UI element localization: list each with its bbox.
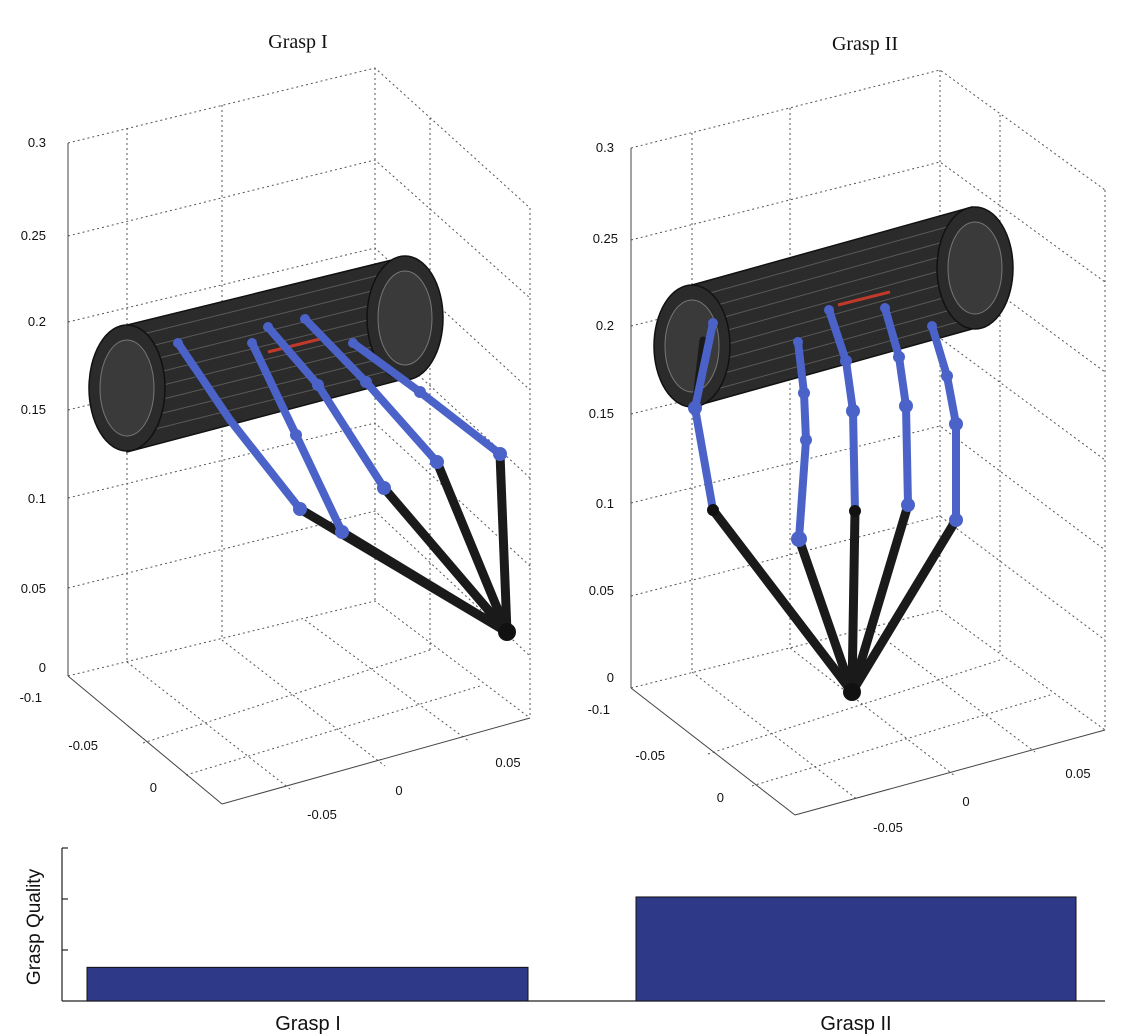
x-tick-label: 0.05 [1065,766,1090,781]
panel-title: Grasp I [268,31,327,53]
bar-category-label: Grasp I [275,1013,341,1034]
x-tick-label: -0.05 [873,820,903,835]
bars [86,896,1077,1002]
y-tick-label: -0.05 [635,748,665,763]
y-axis-label: Grasp Quality [24,868,45,985]
x-tick-labels: -0.05 0 0.05 [873,766,1090,835]
y-tick-label: 0 [717,790,724,805]
x-tick-label: 0.05 [495,755,520,770]
palm-joint [498,623,516,641]
palm-joint [843,683,861,701]
z-tick-label: 0.05 [21,581,46,596]
z-tick-label: 0.05 [589,583,614,598]
z-tick-labels: 0 0.05 0.1 0.15 0.2 0.25 0.3 [21,135,46,675]
panel-grasp-2: Grasp II 0 0.05 [588,33,1106,835]
y-tick-label: -0.1 [20,690,42,705]
hand-model [173,314,516,641]
joint-markers [173,314,507,539]
y-tick-labels: -0.1 -0.05 0 [20,690,157,795]
y-tick-label: -0.1 [588,702,610,717]
z-tick-label: 0.2 [28,314,46,329]
z-tick-label: 0.15 [589,406,614,421]
bar-category-label: Grasp II [820,1013,891,1034]
z-tick-label: 0 [607,670,614,685]
z-tick-labels: 0 0.05 0.1 0.15 0.2 0.25 0.3 [589,140,618,685]
cylinder-object [653,206,1014,408]
z-tick-label: 0.1 [28,491,46,506]
cylinder-object [88,255,444,453]
x-tick-label: -0.05 [307,807,337,822]
z-tick-label: 0.25 [21,228,46,243]
z-tick-label: 0 [39,660,46,675]
panel-grasp-1: Grasp I 0 [20,31,531,822]
grasp-quality-bar-chart: Grasp Quality Grasp I Grasp II [24,847,1105,1034]
x-tick-label: 0 [962,794,969,809]
bar-category-labels: Grasp I Grasp II [275,1013,891,1034]
z-tick-label: 0.2 [596,318,614,333]
z-tick-label: 0.1 [596,496,614,511]
x-tick-labels: -0.05 0 0.05 [307,755,520,822]
y-tick-label: 0 [150,780,157,795]
z-tick-label: 0.15 [21,402,46,417]
y-tick-labels: -0.1 -0.05 0 [588,702,724,805]
hand-model [688,303,963,701]
contact-marker [267,337,321,354]
panel-title: Grasp II [832,33,898,55]
x-tick-label: 0 [395,783,402,798]
y-tick-label: -0.05 [68,738,98,753]
bar-2 [635,896,1077,1002]
axes-3d [630,148,1106,816]
z-tick-label: 0.3 [28,135,46,150]
contact-marker [837,290,891,307]
bar-1 [86,966,529,1002]
z-tick-label: 0.3 [596,140,614,155]
z-tick-label: 0.25 [593,231,618,246]
proximal-links [691,336,961,697]
joint-markers [688,303,963,547]
axes-3d [67,143,531,805]
